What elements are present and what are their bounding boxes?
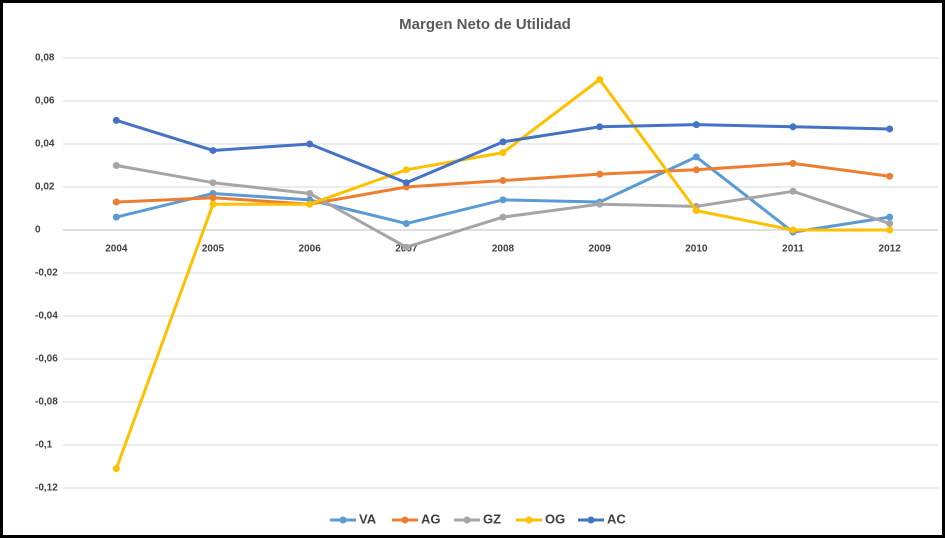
point [596,200,604,208]
point [886,172,894,180]
x-tick-label: 2008 [492,244,515,255]
y-tick-label: -0,08 [35,397,58,408]
y-tick-label: 0,04 [35,139,55,150]
point [499,213,507,221]
point [692,166,700,174]
legend-marker [339,516,347,524]
legend-label: OG [545,511,565,526]
point [886,213,894,221]
point [789,187,797,195]
point [596,170,604,178]
point [596,123,604,131]
point [499,196,507,204]
x-tick-label: 2012 [879,244,902,255]
point [209,200,217,208]
point [596,76,604,83]
point [306,200,314,208]
x-tick-label: 2010 [685,244,708,255]
x-tick-label: 2004 [105,244,128,255]
point [886,125,894,133]
legend-marker [525,516,533,524]
x-tick-label: 2006 [299,244,322,255]
legend-label: AG [421,511,441,526]
y-tick-label: 0,08 [35,53,55,64]
point [112,162,120,169]
point [402,166,410,174]
point [112,213,120,221]
y-tick-label: -0,1 [35,440,53,451]
point [112,198,120,206]
point [886,226,894,234]
legend-label: GZ [483,511,501,526]
point [886,220,894,228]
point [209,146,217,154]
y-tick-label: -0,06 [35,354,58,365]
x-tick-label: 2011 [782,244,804,255]
y-tick-label: 0 [35,225,41,236]
point [789,226,797,234]
y-tick-label: -0,12 [35,483,58,494]
y-tick-label: -0,04 [35,311,58,322]
x-tick-label: 2009 [589,244,612,255]
x-tick-label: 2005 [202,244,225,255]
point [692,207,700,215]
point [692,121,700,129]
point [209,179,217,187]
point [789,159,797,167]
legend-marker [401,516,409,524]
point [402,179,410,187]
point [499,177,507,185]
legend-marker [463,516,471,524]
point [112,465,120,473]
legend-label: VA [359,511,377,526]
legend-marker [587,516,595,524]
y-tick-label: -0,02 [35,268,58,279]
point [306,140,314,148]
point [692,153,700,161]
point [402,243,410,251]
point [499,149,507,157]
point [112,116,120,124]
point [789,123,797,131]
chart-title: Margen Neto de Utilidad [399,16,571,33]
legend-label: AC [607,511,626,526]
y-tick-label: 0,06 [35,96,55,107]
point [209,194,217,202]
y-tick-label: 0,02 [35,182,55,193]
point [402,220,410,228]
point [499,138,507,146]
point [306,189,314,197]
